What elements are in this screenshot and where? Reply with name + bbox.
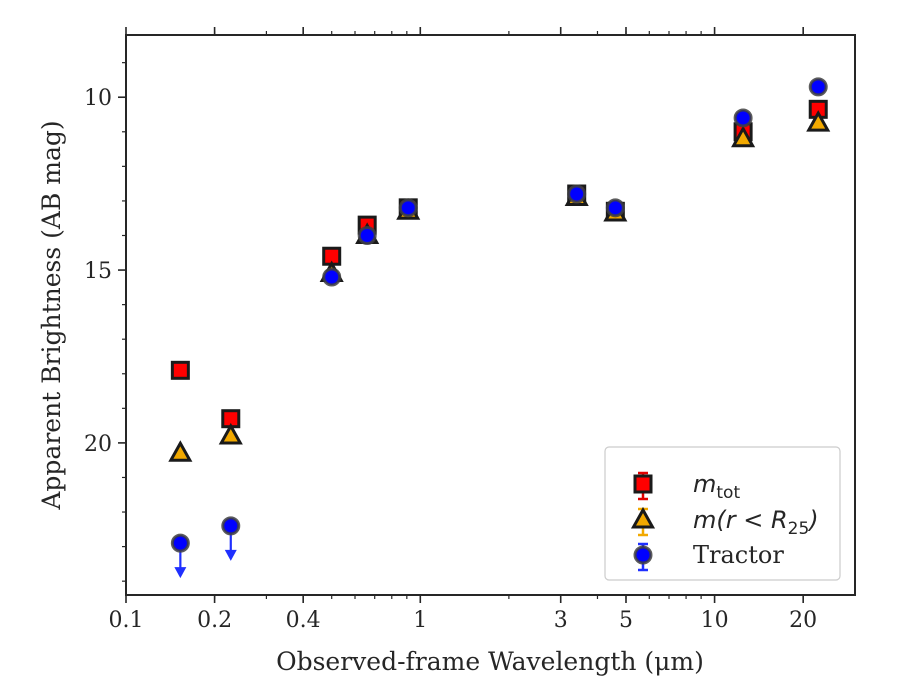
data-point xyxy=(808,77,828,97)
x-tick-label: 10 xyxy=(701,608,729,633)
x-tick-label: 0.2 xyxy=(197,608,232,633)
upper-limit-arrowhead xyxy=(224,549,237,561)
x-tick-label: 20 xyxy=(789,608,817,633)
x-axis-ticks: 0.1 0.2 0.4 1 3 5 10 20 xyxy=(109,27,817,633)
data-point xyxy=(221,516,241,536)
data-point xyxy=(168,440,193,462)
data-point xyxy=(170,360,190,380)
legend-label: m(r < R25) xyxy=(693,506,819,539)
data-point xyxy=(605,198,625,218)
y-axis-label: Apparent Brightness (AB mag) xyxy=(37,120,66,510)
x-tick-label: 0.1 xyxy=(109,608,144,633)
data-point xyxy=(218,422,243,445)
y-tick-label: 15 xyxy=(84,259,112,284)
data-point xyxy=(731,125,756,148)
series-3 xyxy=(170,77,828,579)
legend-label: Tractor xyxy=(693,541,784,569)
data-point xyxy=(398,198,418,218)
legend-label: mtot xyxy=(693,470,740,503)
x-tick-label: 0.4 xyxy=(286,608,321,633)
x-tick-label: 1 xyxy=(413,608,427,633)
legend-marker xyxy=(630,506,656,529)
y-tick-label: 20 xyxy=(84,432,112,457)
y-tick-label: 10 xyxy=(84,86,112,111)
legend-frame xyxy=(604,446,841,581)
legend-marker xyxy=(633,474,653,494)
x-tick-label: 3 xyxy=(554,608,568,633)
data-point xyxy=(806,110,831,132)
data-point xyxy=(567,184,587,204)
legend-marker xyxy=(633,545,653,565)
x-tick-label: 5 xyxy=(619,608,633,633)
data-point xyxy=(170,533,190,553)
data-points xyxy=(168,77,831,579)
data-point xyxy=(357,225,377,245)
upper-limit-arrowhead xyxy=(174,567,187,579)
x-axis-label: Observed-frame Wavelength (μm) xyxy=(276,647,704,676)
data-point xyxy=(322,267,342,287)
y-axis-ticks: 10 15 20 xyxy=(84,62,126,582)
data-point xyxy=(733,108,753,128)
